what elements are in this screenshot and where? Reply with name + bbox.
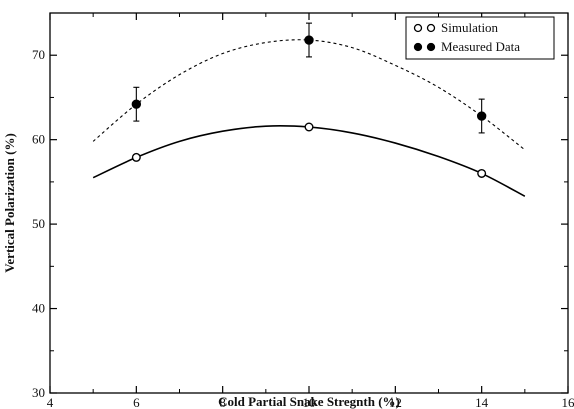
x-axis-label: Cold Partial Snake Stregnth (%)	[218, 394, 400, 409]
fit-curve-series-0	[92, 125, 526, 197]
data-point-series-1	[304, 35, 314, 45]
x-tick-label: 6	[133, 395, 140, 409]
data-points	[131, 35, 487, 178]
data-point-series-1	[476, 111, 487, 121]
y-tick-label: 70	[32, 47, 45, 62]
axis-ticks	[49, 13, 569, 394]
x-tick-label: 4	[47, 395, 54, 409]
y-tick-label: 30	[32, 385, 45, 400]
x-tick-label: 12	[389, 395, 402, 409]
data-point-series-0	[477, 168, 487, 178]
legend-marker-simulation-2	[426, 23, 436, 33]
data-point-series-0	[131, 152, 141, 162]
legend-label-measured-data: Measured Data	[441, 39, 520, 54]
y-tick-label: 60	[32, 132, 45, 147]
legend: Simulation Measured Data	[405, 16, 555, 60]
data-point-series-0	[304, 122, 314, 132]
legend-label-simulation: Simulation	[441, 20, 499, 35]
x-tick-label: 10	[303, 395, 316, 409]
x-tick-label: 14	[475, 395, 489, 409]
plot-frame	[49, 12, 569, 394]
x-tick-label: 16	[562, 395, 574, 409]
legend-marker-measured-2	[426, 42, 436, 52]
legend-marker-simulation-1	[413, 23, 423, 33]
y-tick-label: 50	[32, 216, 45, 231]
x-tick-label: 8	[219, 395, 226, 409]
legend-marker-measured-1	[413, 42, 423, 52]
y-axis-label: Vertical Polarization (%)	[2, 133, 17, 273]
y-tick-label: 40	[32, 301, 45, 316]
fit-curves	[92, 39, 526, 197]
data-point-series-1	[131, 99, 142, 109]
axis-tick-labels: 4 6 8 10 12 14 16 30 40 50 60 70	[32, 47, 574, 409]
